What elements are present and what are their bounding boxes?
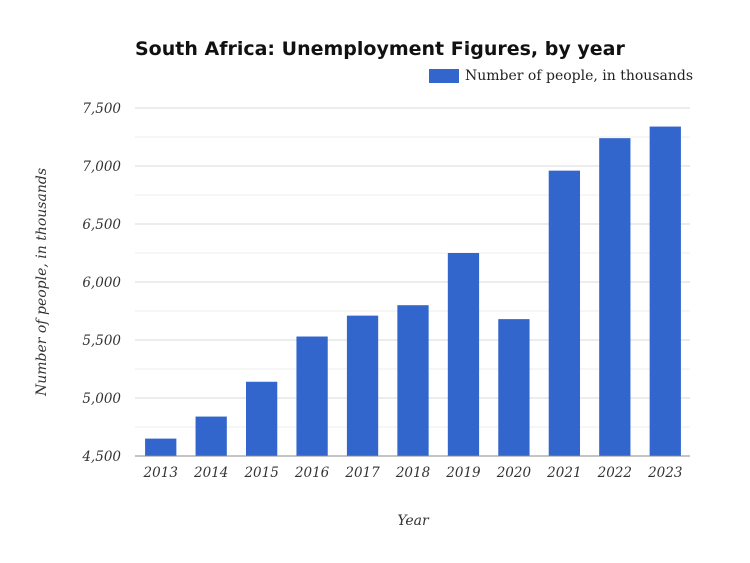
chart-title: South Africa: Unemployment Figures, by y… xyxy=(135,38,625,60)
bar-2020 xyxy=(498,319,530,456)
x-tick-label: 2023 xyxy=(647,465,682,481)
x-tick-label: 2013 xyxy=(143,465,178,481)
bars xyxy=(145,126,681,456)
bar-2022 xyxy=(599,138,631,456)
x-axis-label: Year xyxy=(397,513,430,529)
x-tick-label: 2016 xyxy=(294,465,330,481)
y-tick-label: 7,500 xyxy=(82,101,121,117)
legend-swatch xyxy=(429,69,459,83)
bar-2021 xyxy=(548,170,581,456)
y-tick-label: 5,000 xyxy=(82,391,121,407)
y-tick-label: 4,500 xyxy=(81,449,121,465)
x-tick-label: 2014 xyxy=(193,465,228,481)
x-tick-label: 2020 xyxy=(496,465,532,481)
x-tick-label: 2021 xyxy=(546,465,581,481)
bar-2013 xyxy=(145,438,177,456)
x-tick-label: 2015 xyxy=(243,465,278,481)
bar-2023 xyxy=(649,126,681,456)
y-tick-label: 5,500 xyxy=(82,333,121,349)
x-axis-ticks: 2013 2014 2015 2016 2017 2018 2019 2020 2021 2022… xyxy=(143,465,683,481)
bar-2017 xyxy=(346,315,379,456)
y-tick-label: 7,000 xyxy=(82,159,121,175)
bar-2014 xyxy=(195,416,227,456)
y-axis-label: Number of people, in thousands xyxy=(34,168,50,397)
bar-2015 xyxy=(245,381,278,456)
x-tick-label: 2018 xyxy=(395,465,431,481)
legend: Number of people, in thousands xyxy=(429,68,693,84)
legend-label: Number of people, in thousands xyxy=(465,68,693,84)
y-axis-ticks: 4,500 5,000 5,500 6,000 6,500 7,000 7,500 xyxy=(81,101,121,465)
x-tick-label: 2019 xyxy=(445,465,481,481)
y-tick-label: 6,000 xyxy=(82,275,121,291)
x-tick-label: 2017 xyxy=(344,465,380,481)
bar-2016 xyxy=(296,336,328,456)
x-tick-label: 2022 xyxy=(597,465,632,481)
bar-2018 xyxy=(397,305,429,456)
y-tick-label: 6,500 xyxy=(82,217,121,233)
bar-2019 xyxy=(447,253,480,456)
